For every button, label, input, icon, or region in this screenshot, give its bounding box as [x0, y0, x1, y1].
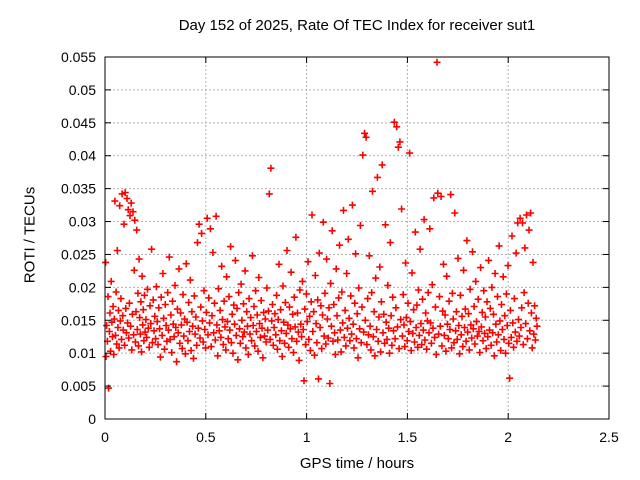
y-tick-label: 0.02: [69, 279, 96, 295]
x-tick-label: 1: [303, 429, 311, 445]
x-tick-label: 2: [504, 429, 512, 445]
x-tick-label: 0.5: [196, 429, 216, 445]
y-tick-label: 0.04: [69, 148, 96, 164]
y-tick-label: 0.035: [61, 181, 96, 197]
scatter-points: [102, 58, 541, 392]
y-tick-label: 0.045: [61, 115, 96, 131]
y-tick-label: 0.055: [61, 49, 96, 65]
y-tick-label: 0.015: [61, 312, 96, 328]
y-tick-label: 0.05: [69, 82, 96, 98]
plot-frame: [104, 56, 610, 420]
x-tick-label: 0: [101, 429, 109, 445]
y-tick-label: 0.03: [69, 214, 96, 230]
y-tick-label: 0: [88, 411, 96, 427]
chart-title: Day 152 of 2025, Rate Of TEC Index for r…: [178, 17, 536, 34]
y-tick-label: 0.01: [69, 345, 96, 361]
x-tick-label: 2.5: [599, 429, 619, 445]
y-tick-label: 0.005: [61, 378, 96, 394]
x-axis-label: GPS time / hours: [299, 455, 415, 472]
x-tick-label: 1.5: [398, 429, 418, 445]
y-tick-label: 0.025: [61, 246, 96, 262]
